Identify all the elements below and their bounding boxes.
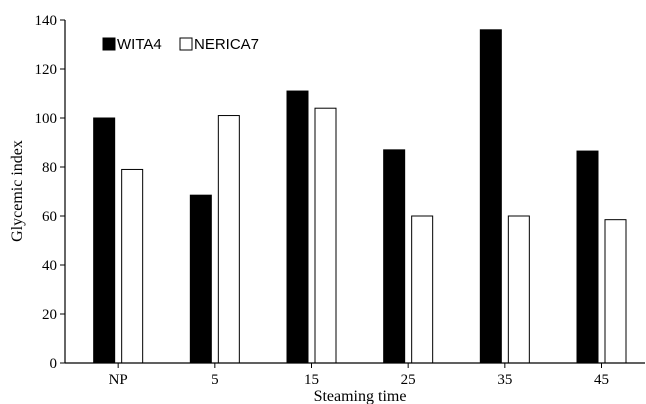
- x-tick-label: NP: [109, 372, 128, 388]
- x-tick-label: 15: [304, 372, 319, 388]
- legend: WITA4 NERICA7: [102, 36, 259, 53]
- y-tick-label: 40: [42, 258, 57, 274]
- bar-wita4-45: [576, 150, 599, 364]
- axes-group: [64, 20, 645, 364]
- y-tick-label: 0: [50, 356, 58, 372]
- y-tick-label: 120: [35, 62, 58, 78]
- legend-swatch-wita4: [102, 37, 116, 51]
- y-tick-label: 20: [42, 307, 57, 323]
- y-tick-label: 100: [35, 111, 58, 127]
- x-tick-label: 35: [497, 372, 512, 388]
- bar-wita4-np: [93, 117, 116, 364]
- bar-wita4-15: [286, 90, 309, 364]
- bars-group: [93, 29, 627, 364]
- bar-nerica7-5: [217, 115, 240, 364]
- x-ticks-group: NP 5 15 25 35 45: [109, 363, 609, 388]
- legend-swatch-nerica7: [179, 37, 193, 51]
- bar-wita4-5: [189, 194, 212, 364]
- y-ticks-group: 0 20 40 60 80 100 120 140: [35, 13, 65, 372]
- x-tick-label: 5: [211, 372, 219, 388]
- legend-label-wita4: WITA4: [117, 36, 162, 53]
- bar-nerica7-np: [121, 168, 144, 364]
- bar-nerica7-25: [411, 215, 434, 364]
- x-axis-title: Steaming time: [314, 388, 407, 404]
- bar-wita4-25: [383, 149, 406, 364]
- y-tick-label: 60: [42, 209, 57, 225]
- bar-nerica7-35: [507, 215, 530, 364]
- x-tick-label: 25: [401, 372, 416, 388]
- bar-nerica7-15: [314, 107, 337, 364]
- legend-label-nerica7: NERICA7: [194, 36, 259, 53]
- bar-nerica7-45: [604, 219, 627, 364]
- y-tick-label: 140: [35, 13, 58, 29]
- y-tick-label: 80: [42, 160, 57, 176]
- bar-wita4-35: [479, 29, 502, 364]
- y-axis-title: Glycemic index: [9, 140, 26, 242]
- x-tick-label: 45: [594, 372, 609, 388]
